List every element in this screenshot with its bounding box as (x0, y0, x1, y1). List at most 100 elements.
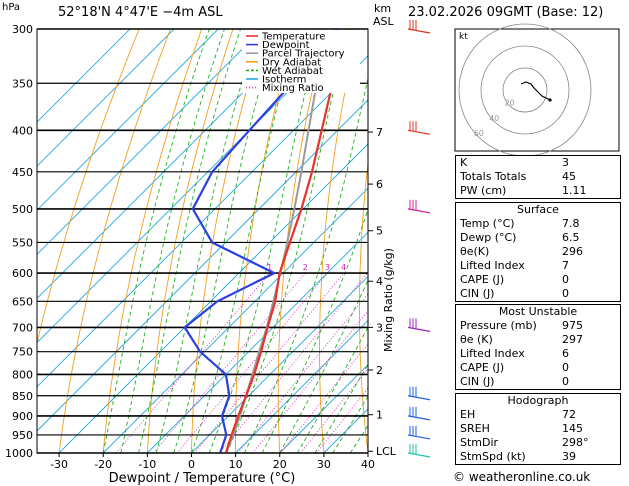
mixing-ratio-labels: 1 2 3 4 (267, 263, 346, 272)
km-tick-label: 7 (376, 126, 383, 139)
pressure-tick-label: 700 (12, 321, 33, 334)
hodograph-trace (520, 81, 551, 101)
wind-barb-staff (407, 415, 431, 421)
most-unstable-value: 0 (562, 375, 569, 388)
hodograph-title: Hodograph (507, 394, 569, 407)
dry-adiabat-line (359, 158, 368, 453)
temperature-tick-label: -30 (50, 458, 68, 471)
hodograph-param-label: StmDir (460, 436, 499, 449)
indices-panel: K 3 Totals Totals 45 PW (cm) 1.11 (455, 155, 621, 199)
surface-panel: Surface Temp (°C) 7.8 Dewp (°C) 6.5 θe(K) 296… (455, 202, 621, 302)
wet-adiabat-line (138, 29, 242, 453)
dry-adiabat-line (58, 29, 171, 453)
index-label: PW (cm) (460, 184, 507, 197)
mixing-ratio-line (218, 272, 368, 453)
mixing-ratio-line (193, 272, 345, 453)
km-tick-label: 3 (376, 321, 383, 334)
isotherm-line (37, 55, 368, 388)
mixing-ratio-line (115, 272, 270, 453)
mixing-ratio-label: 1 (267, 263, 272, 272)
index-label: K (460, 156, 468, 169)
hodograph-param-row: StmSpd (kt) 39 (456, 450, 620, 464)
pressure-tick-label: 800 (12, 368, 33, 381)
isotherm-line (37, 29, 131, 123)
surface-title: Surface (517, 203, 559, 216)
isotherm-line (147, 231, 368, 453)
most-unstable-label: CAPE (J) (460, 361, 505, 374)
dry-adiabat-line (398, 29, 421, 453)
km-tick-label: 1 (376, 409, 383, 422)
mixing-ratio-label: 4 (341, 263, 346, 272)
hodograph-param-row: StmDir 298° (456, 436, 620, 450)
storm-motion-marker (548, 98, 552, 102)
most-unstable-label: Pressure (mb) (460, 319, 537, 332)
pressure-tick-label: 600 (12, 267, 33, 280)
surface-value: 6.5 (562, 231, 580, 244)
pressure-tick-label: 900 (12, 410, 33, 423)
mixing-ratio-label: 2 (303, 263, 308, 272)
km-tick-label: 2 (376, 364, 383, 377)
hodograph-param-label: EH (460, 408, 476, 421)
temperature-line (224, 29, 350, 453)
most-unstable-row: Pressure (mb) 975 (456, 319, 620, 333)
surface-row: θe(K) 296 (456, 245, 620, 259)
pressure-tick-label: 650 (12, 295, 33, 308)
km-tick-label: 4 (376, 275, 383, 288)
isotherm-line (37, 99, 368, 432)
hodograph-param-value: 39 (562, 450, 576, 463)
most-unstable-row: θe (K) 297 (456, 333, 620, 347)
temperature-tick-labels: -30 -20 -10 0 10 20 30 40 (50, 453, 375, 471)
hpa-label: hPa (2, 2, 21, 13)
most-unstable-row: CAPE (J) 0 (456, 361, 620, 375)
most-unstable-panel: Most Unstable Pressure (mb) 975 θe (K) 297 L… (455, 304, 621, 390)
legend-box (242, 30, 360, 93)
index-value: 3 (562, 156, 569, 169)
index-row: PW (cm) 1.11 (456, 184, 620, 198)
isotherm-line (191, 275, 368, 453)
wet-adiabat-line (102, 29, 210, 453)
most-unstable-row: CIN (J) 0 (456, 375, 620, 389)
surface-row: Dewp (°C) 6.5 (456, 231, 620, 245)
surface-label: Temp (°C) (460, 217, 515, 230)
hodograph-panel: Hodograph EH 72 SREH 145 StmDir 298° StmSpd (k… (455, 393, 621, 465)
plot-frame (36, 28, 369, 454)
km-label: km (374, 2, 392, 15)
surface-value: 7.8 (562, 217, 580, 230)
pressure-tick-label: 500 (12, 203, 33, 216)
pressure-tick-label: 850 (12, 390, 33, 403)
hodograph-param-label: StmSpd (kt) (460, 450, 526, 463)
most-unstable-row: Lifted Index 6 (456, 347, 620, 361)
isotherm-line (37, 29, 219, 211)
wind-barb-staff (407, 452, 431, 458)
surface-value: 7 (562, 259, 569, 272)
wind-barb-staff (407, 395, 431, 401)
most-unstable-label: θe (K) (460, 333, 493, 346)
surface-label: Dewp (°C) (460, 231, 517, 244)
surface-label: CIN (J) (460, 287, 495, 300)
isotherm-line (279, 364, 368, 453)
temperature-tick-label: 20 (273, 458, 287, 471)
hodograph-ring-label: 40 (489, 114, 499, 123)
mixing-ratio-line (279, 343, 368, 453)
dry-adiabat-line (37, 29, 140, 346)
mixing-ratio-label: 3 (325, 263, 330, 272)
surface-row: CAPE (J) 0 (456, 273, 620, 287)
legend-entry: Dewpoint (262, 40, 310, 51)
isotherm-line (37, 29, 263, 256)
wind-barb-staff (407, 129, 431, 135)
mixing-ratio-axis-label: Mixing Ratio (g/kg) (382, 248, 395, 352)
most-unstable-label: Lifted Index (460, 347, 525, 360)
temperature-tick-label: -20 (94, 458, 112, 471)
temperature-tick-label: 30 (317, 458, 331, 471)
wet-adiabat-line (297, 326, 368, 453)
isotherm-line (58, 143, 368, 453)
dry-adiabat-line (146, 29, 234, 453)
hodograph-unit: kt (459, 32, 468, 42)
temperature-tick-label: 0 (188, 458, 195, 471)
km-tick-label: 5 (376, 225, 383, 238)
most-unstable-value: 297 (562, 333, 583, 346)
surface-row: Lifted Index 7 (456, 259, 620, 273)
most-unstable-value: 975 (562, 319, 583, 332)
temperature-tick-label: 10 (229, 458, 243, 471)
